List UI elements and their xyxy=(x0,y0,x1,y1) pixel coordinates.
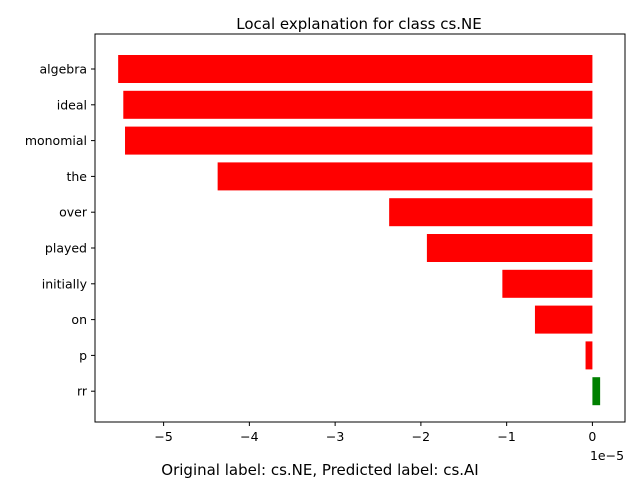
y-tick-label: rr xyxy=(77,384,88,399)
y-tick-label: played xyxy=(45,241,87,256)
y-tick-label: algebra xyxy=(40,62,88,77)
x-tick-label: −3 xyxy=(326,429,344,444)
y-tick-label: monomial xyxy=(25,133,87,148)
bar-p xyxy=(585,341,593,370)
y-tick-label: p xyxy=(79,348,87,363)
chart-caption: Original label: cs.NE, Predicted label: … xyxy=(161,461,478,479)
y-tick-label: the xyxy=(66,169,87,184)
bar-on xyxy=(534,305,593,334)
x-axis: −5 −4 −3 −2 −1 0 xyxy=(154,422,596,444)
x-tick-label: −4 xyxy=(240,429,258,444)
x-tick-label: −1 xyxy=(497,429,515,444)
bar-over xyxy=(389,198,593,227)
bar-ideal xyxy=(123,90,593,119)
y-tick-label: on xyxy=(71,312,87,327)
bar-the xyxy=(217,162,593,191)
plot-frame xyxy=(94,33,626,423)
bar-initially xyxy=(502,269,593,298)
y-tick-label: initially xyxy=(42,276,88,291)
x-scale-offset: 1e−5 xyxy=(590,448,624,463)
x-tick-label: 0 xyxy=(588,429,596,444)
bar-monomial xyxy=(125,126,593,155)
x-tick-label: −5 xyxy=(154,429,172,444)
y-axis: algebra ideal monomial the over played initial… xyxy=(25,62,95,399)
bars-group xyxy=(118,55,601,406)
y-tick-label: ideal xyxy=(57,97,87,112)
y-tick-label: over xyxy=(59,205,88,220)
bar-rr xyxy=(592,377,601,406)
chart-title: Local explanation for class cs.NE xyxy=(236,15,482,33)
bar-algebra xyxy=(118,55,593,83)
bar-played xyxy=(426,234,593,262)
x-tick-label: −2 xyxy=(412,429,430,444)
